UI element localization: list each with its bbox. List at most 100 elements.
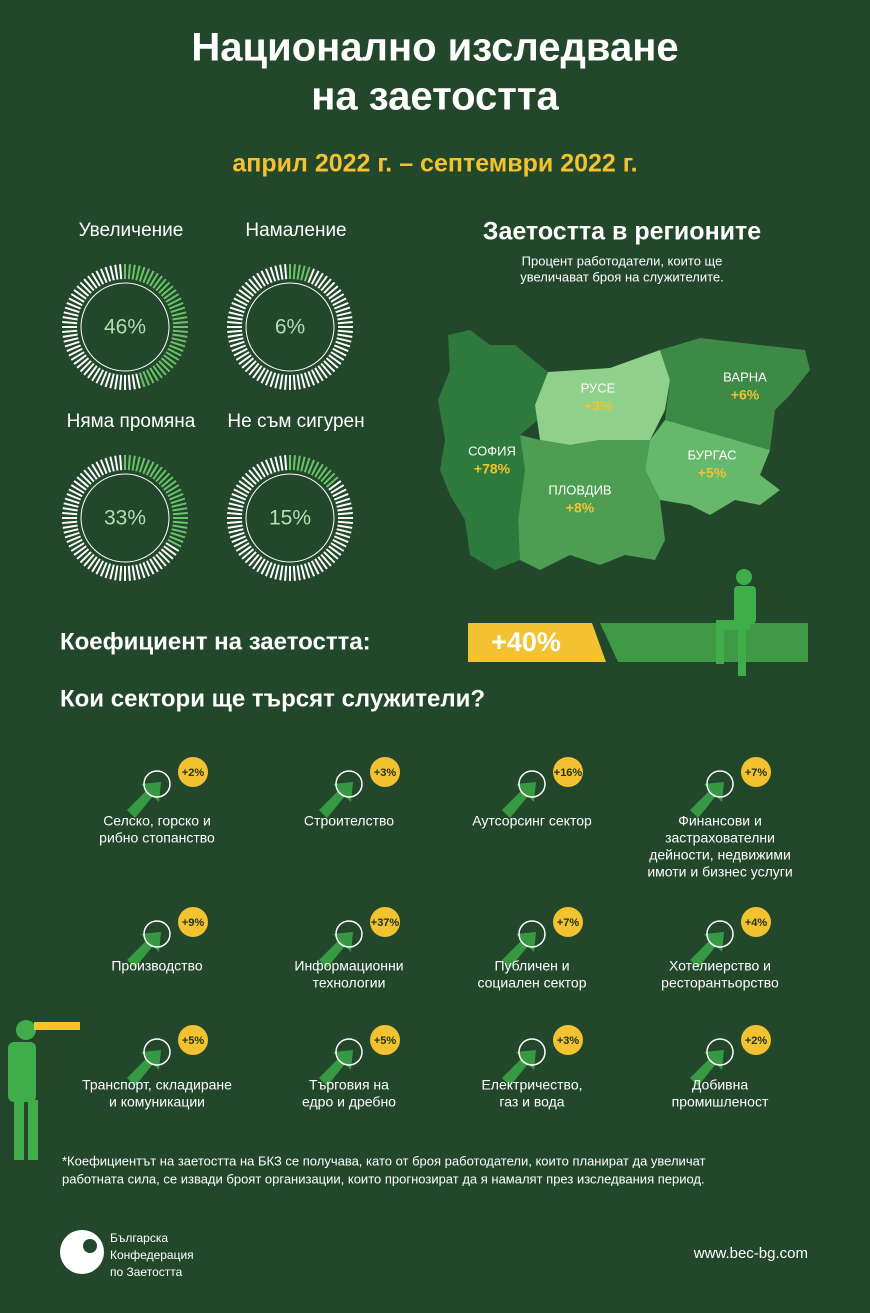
donut-tick	[87, 365, 98, 379]
donut-label: Няма промяна	[67, 411, 196, 432]
donut-tick	[300, 456, 306, 472]
donut-tick	[317, 365, 328, 379]
donut-tick	[284, 374, 288, 390]
donut-tick	[76, 285, 90, 297]
donut-tick	[138, 266, 146, 282]
donut-tick	[303, 563, 311, 579]
donut-tick	[310, 560, 320, 575]
sector-value: +5%	[374, 1035, 397, 1047]
donut-tick	[227, 524, 243, 529]
region-value: +3%	[584, 398, 613, 414]
donut-tick	[229, 497, 245, 505]
donut-label: Увеличение	[79, 220, 184, 241]
sector-label: Публичен и	[494, 958, 569, 974]
coefficient-box	[468, 623, 606, 662]
donut-tick	[167, 538, 182, 548]
donut-tick	[260, 560, 270, 575]
donut-tick	[284, 264, 288, 280]
donut-tick	[252, 466, 263, 480]
donut-tick	[241, 357, 255, 369]
donut-tick	[248, 362, 260, 376]
sector-icon	[518, 1038, 546, 1066]
donut-tick	[171, 337, 187, 343]
donut-tick	[248, 469, 260, 483]
region-name: РУСЕ	[581, 380, 616, 395]
donut-tick	[163, 545, 177, 556]
donut-tick	[131, 264, 136, 280]
donut-tick	[233, 297, 248, 307]
donut-tick	[87, 275, 98, 289]
donut-tick	[163, 289, 177, 300]
sector-label: социален сектор	[477, 975, 586, 991]
donut-tick	[138, 372, 146, 388]
region-sofia	[438, 330, 548, 570]
logo-mark	[60, 1230, 104, 1274]
donut-tick	[300, 564, 306, 580]
coefficient-value: +40%	[491, 627, 561, 657]
donut-tick	[172, 512, 188, 516]
sector-arrow	[127, 932, 161, 968]
donut-tick	[252, 275, 263, 289]
donut-tick	[264, 459, 273, 475]
donut-tick	[303, 372, 311, 388]
donut-tick	[269, 457, 277, 473]
donut-tick	[167, 488, 182, 498]
donut-tick	[99, 370, 108, 386]
donut-value: 15%	[269, 507, 311, 530]
donut-tick	[325, 285, 339, 297]
donut-tick	[104, 266, 112, 282]
donut-tick	[165, 484, 180, 494]
donut-tick	[152, 556, 163, 570]
donut-tick	[155, 362, 167, 376]
donut-tick	[171, 528, 187, 534]
donut-tick	[233, 488, 248, 498]
sector-icon	[706, 1038, 734, 1066]
donut-tick	[310, 369, 320, 384]
donut-tick	[172, 321, 188, 325]
donut-tick	[79, 472, 92, 485]
donut-tick	[227, 329, 243, 333]
donut-tick	[91, 367, 101, 382]
donut-tick	[241, 476, 255, 488]
donut-tick	[229, 306, 245, 314]
donut-tick	[300, 373, 306, 389]
donut-tick	[284, 565, 288, 581]
donut-tick	[79, 281, 92, 294]
sector-label: ресторантьорство	[661, 975, 779, 991]
donut-tick	[260, 461, 270, 476]
donut-tick	[337, 316, 353, 321]
donut-tick	[231, 535, 247, 544]
donut-tick	[337, 520, 353, 524]
donut-tick	[332, 297, 347, 307]
donut-tick	[64, 531, 80, 539]
donut-tick	[233, 347, 248, 357]
donut-tick	[336, 528, 352, 534]
donut-tick	[235, 542, 250, 552]
donut-tick	[323, 281, 336, 294]
sector-icon	[335, 770, 363, 798]
donut-tick	[138, 563, 146, 579]
donut-tick	[323, 472, 336, 485]
sector-value: +37%	[371, 917, 400, 929]
donut-inner	[80, 473, 170, 563]
logo-text: Конфедерация	[110, 1248, 194, 1262]
sector-label: и комуникации	[109, 1094, 205, 1110]
donut-tick	[99, 268, 108, 284]
donut-tick	[314, 272, 324, 287]
donut-tick	[135, 564, 141, 580]
donut-tick	[99, 459, 108, 475]
donut-tick	[168, 344, 184, 353]
donut-tick	[320, 362, 332, 376]
donut-tick	[76, 548, 90, 560]
donut-tick	[95, 270, 105, 285]
donut-tick	[145, 270, 155, 285]
donut-tick	[168, 301, 184, 310]
donut-tick	[155, 553, 167, 567]
donut-tick	[292, 264, 296, 280]
donut-tick	[109, 265, 115, 281]
donut-tick	[104, 563, 112, 579]
donut-tick	[228, 311, 244, 317]
donut-tick	[127, 455, 131, 471]
sector-arrow	[127, 782, 161, 818]
region-plovdiv	[518, 435, 665, 570]
